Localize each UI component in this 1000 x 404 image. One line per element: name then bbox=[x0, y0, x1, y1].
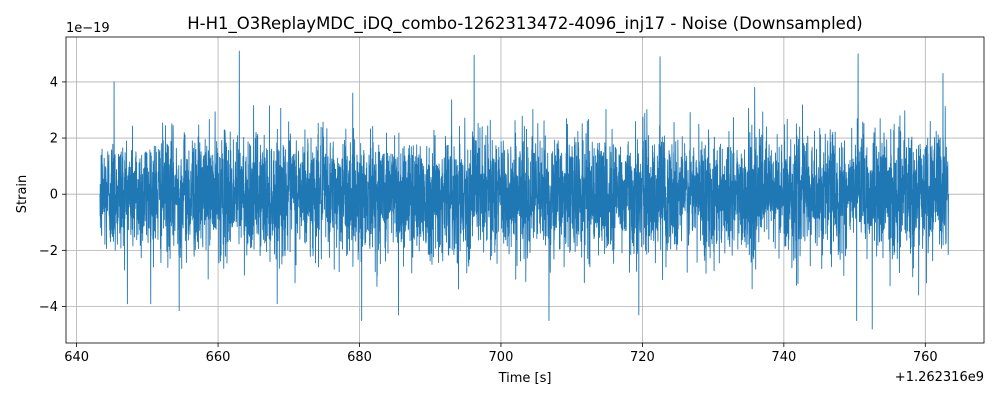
axes-frame bbox=[65, 36, 985, 344]
plot-layer bbox=[99, 50, 950, 330]
x-tick-label: 680 bbox=[347, 350, 372, 365]
y-exponent-label: 1e−19 bbox=[66, 21, 110, 36]
x-offset-label: +1.262316e9 bbox=[895, 370, 984, 385]
y-tick-label: 4 bbox=[50, 75, 58, 90]
y-tick-label: 0 bbox=[50, 188, 58, 203]
x-tick-label: 660 bbox=[206, 350, 231, 365]
x-tick-label: 700 bbox=[489, 350, 514, 365]
x-axis-label: Time [s] bbox=[498, 371, 552, 386]
tick-layer: 640 660 680 700 720 740 760 −4 −2 0 2 4 bbox=[39, 75, 938, 365]
x-tick-label: 720 bbox=[630, 350, 655, 365]
x-tick-label: 640 bbox=[64, 350, 89, 365]
y-tick-label: −4 bbox=[39, 300, 58, 315]
chart-title: H-H1_O3ReplayMDC_iDQ_combo-1262313472-40… bbox=[187, 14, 862, 34]
y-tick-label: −2 bbox=[39, 244, 58, 259]
y-axis-label: Strain bbox=[15, 175, 30, 214]
strain-series-line bbox=[99, 50, 950, 330]
x-tick-label: 760 bbox=[913, 350, 938, 365]
y-tick-label: 2 bbox=[50, 132, 58, 147]
x-tick-label: 740 bbox=[771, 350, 796, 365]
